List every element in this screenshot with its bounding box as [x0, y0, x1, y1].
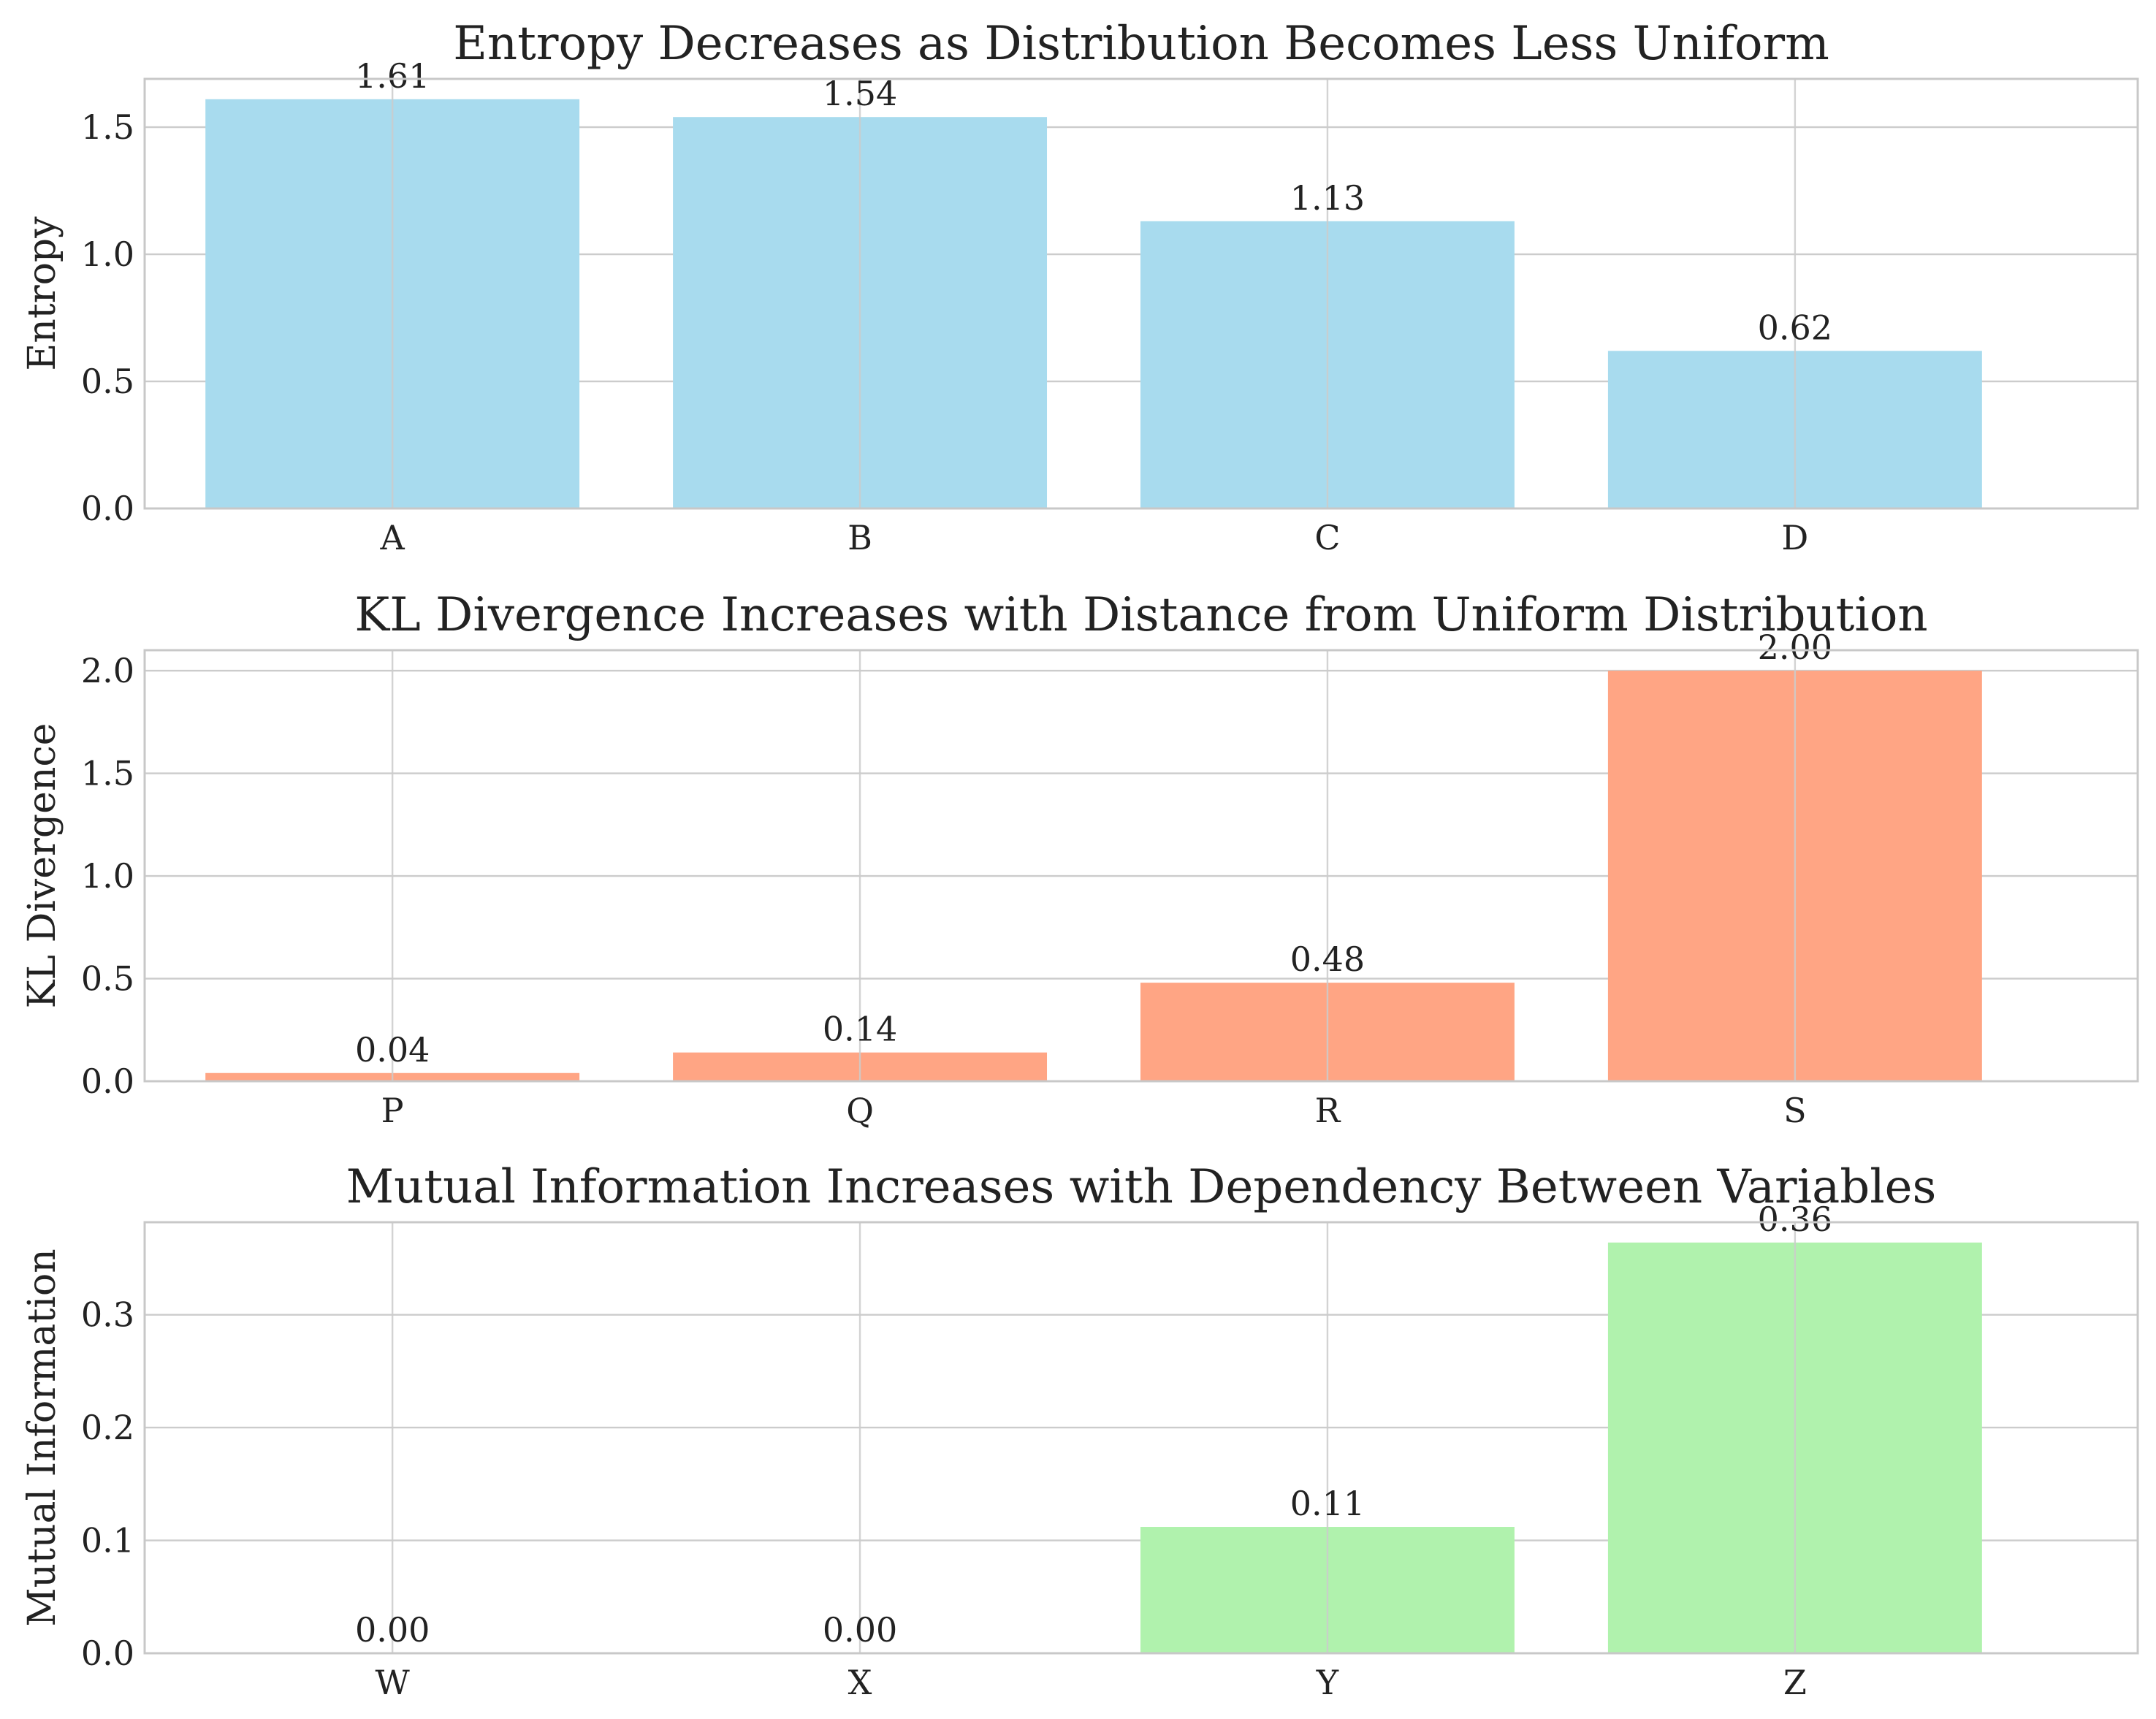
y-tick-label: 1.5 [81, 754, 134, 793]
chart-title: KL Divergence Increases with Distance fr… [354, 588, 1927, 642]
data-label: 1.54 [823, 74, 897, 113]
x-tick-label: Q [846, 1091, 874, 1130]
y-tick-label: 0.0 [81, 489, 134, 528]
chart-title: Mutual Information Increases with Depend… [346, 1160, 1937, 1214]
data-label: 0.04 [355, 1030, 430, 1070]
y-tick-label: 1.0 [81, 235, 134, 274]
plot-frame [143, 77, 2139, 510]
chart-panel-1: 0.0 0.5 1.0 1.5 A B C D 1.61 1.54 1.13 0.62 Entropy … [20, 17, 2139, 557]
y-tick-label: 0.2 [81, 1408, 134, 1447]
data-label: 0.48 [1290, 939, 1365, 979]
y-axis-label: Mutual Information [20, 1249, 64, 1626]
data-label: 0.00 [355, 1610, 430, 1650]
chart-title: Entropy Decreases as Distribution Become… [453, 17, 1829, 71]
plot-frame [143, 1221, 2139, 1655]
x-tick-label: P [381, 1091, 404, 1130]
x-tick-label: Y [1316, 1663, 1339, 1702]
x-tick-label: C [1314, 518, 1340, 557]
x-tick-label: Z [1783, 1663, 1807, 1702]
y-axis-label: KL Divergence [20, 723, 64, 1009]
plot-frame [143, 649, 2139, 1083]
x-tick-label: D [1781, 518, 1808, 557]
x-tick-label: W [376, 1663, 411, 1702]
data-label: 1.13 [1290, 178, 1365, 218]
data-label: 0.62 [1758, 308, 1832, 347]
y-tick-label: 0.0 [81, 1061, 134, 1101]
y-tick-label: 0.5 [81, 362, 134, 401]
data-label: 0.36 [1758, 1200, 1832, 1239]
x-tick-label: B [847, 518, 872, 557]
x-tick-label: S [1783, 1091, 1807, 1130]
y-axis-label: Entropy [20, 216, 64, 371]
data-label: 0.11 [1290, 1484, 1365, 1523]
y-tick-label: 0.1 [81, 1521, 134, 1560]
y-tick-label: 0.0 [81, 1634, 134, 1673]
x-tick-label: A [380, 518, 405, 557]
y-tick-label: 0.5 [81, 959, 134, 999]
data-label: 0.14 [823, 1010, 897, 1049]
x-tick-label: X [848, 1663, 872, 1702]
data-label: 2.00 [1758, 628, 1832, 667]
y-tick-label: 1.5 [81, 107, 134, 147]
x-tick-label: R [1315, 1091, 1341, 1130]
data-label: 0.00 [823, 1610, 897, 1650]
y-tick-label: 0.3 [81, 1295, 134, 1335]
data-label: 1.61 [355, 56, 430, 96]
y-tick-label: 2.0 [81, 651, 134, 690]
y-tick-label: 1.0 [81, 856, 134, 896]
